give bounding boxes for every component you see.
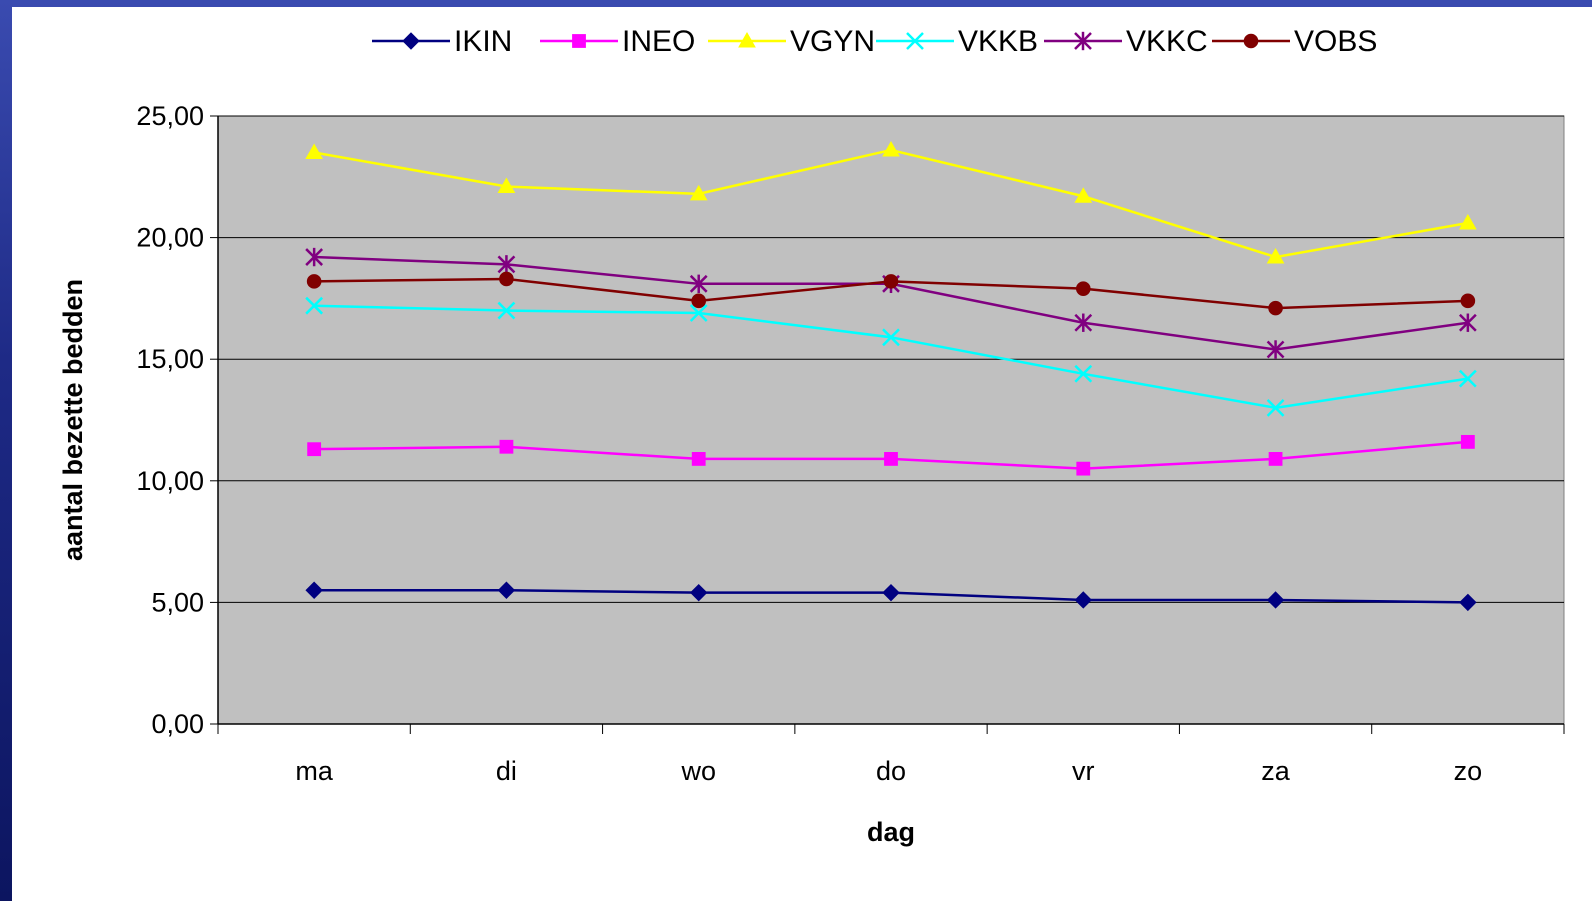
legend-item-ineo: INEO <box>540 25 695 58</box>
line-chart: 0,00 5,00 10,00 15,00 20,00 25,00 ma di wo do vr z… <box>58 25 1565 847</box>
legend-item-vkkb: VKKB <box>876 25 1038 58</box>
x-tick-label: ma <box>295 756 333 786</box>
axes <box>210 115 1565 734</box>
data-point <box>1460 434 1475 449</box>
data-point <box>1458 369 1477 388</box>
y-tick-label: 5,00 <box>151 587 204 617</box>
gridlines <box>218 115 1564 603</box>
data-point <box>499 439 514 454</box>
x-tick-label: di <box>496 756 517 786</box>
series-ikin <box>305 581 1477 612</box>
legend-label: VKKC <box>1126 25 1208 58</box>
data-point <box>572 34 586 48</box>
data-point <box>497 581 516 599</box>
data-point <box>305 296 324 315</box>
data-point <box>497 255 516 274</box>
data-point <box>497 301 516 320</box>
data-point <box>306 274 322 289</box>
data-point <box>1266 398 1285 417</box>
data-point <box>497 177 516 194</box>
x-tick-label: wo <box>680 756 716 786</box>
legend-label: VKKB <box>958 25 1038 58</box>
data-point <box>689 274 708 294</box>
legend-label: IKIN <box>454 25 512 58</box>
legend-item-vobs: VOBS <box>1212 25 1377 58</box>
data-point <box>1268 300 1283 316</box>
y-tick-label: 0,00 <box>151 709 204 739</box>
legend-label: VOBS <box>1294 25 1377 58</box>
data-point <box>499 271 514 287</box>
data-point <box>882 583 900 602</box>
data-point <box>690 583 708 602</box>
data-point <box>1074 187 1093 203</box>
data-point <box>1268 452 1283 466</box>
x-tick-label: vr <box>1072 756 1095 786</box>
series-vobs <box>306 271 1476 316</box>
data-point <box>402 32 420 50</box>
series-vgyn <box>305 141 1477 264</box>
data-point <box>1266 248 1285 264</box>
x-tick-label: do <box>876 756 906 786</box>
series-vkkb <box>305 296 1477 417</box>
y-axis-title: aantal bezette bedden <box>58 279 88 561</box>
y-tick-label: 20,00 <box>136 223 204 253</box>
slide-canvas: 0,00 5,00 10,00 15,00 20,00 25,00 ma di wo do vr z… <box>12 7 1592 901</box>
data-point <box>305 581 323 599</box>
data-point <box>1266 591 1285 609</box>
data-point <box>1074 31 1092 51</box>
data-point <box>689 304 708 322</box>
data-point <box>1243 33 1259 49</box>
legend-label: VGYN <box>790 25 875 58</box>
data-point <box>1075 281 1091 296</box>
data-point <box>1074 364 1093 383</box>
data-point <box>882 141 900 157</box>
data-point <box>1076 461 1091 476</box>
data-point <box>1458 214 1477 230</box>
data-point <box>1460 293 1476 309</box>
legend-item-ikin: IKIN <box>372 25 512 58</box>
legend: IKIN INEO VGYN VKKB VKKC VOBS <box>372 25 1377 58</box>
y-tick-labels: 0,00 5,00 10,00 15,00 20,00 25,00 <box>136 101 204 739</box>
x-tick-labels: ma di wo do vr za zo <box>295 756 1482 786</box>
data-point <box>307 442 322 457</box>
data-point <box>884 452 898 466</box>
data-point <box>305 247 324 267</box>
plot-area <box>217 115 1565 725</box>
data-point <box>1074 313 1093 332</box>
data-point <box>305 143 324 159</box>
data-point <box>1074 591 1092 609</box>
data-point <box>906 32 924 50</box>
data-point <box>738 31 756 48</box>
data-point <box>691 452 706 466</box>
data-point <box>882 328 900 347</box>
series-group <box>305 141 1477 612</box>
data-point <box>691 293 707 309</box>
legend-item-vgyn: VGYN <box>708 25 875 58</box>
data-point <box>1459 593 1477 612</box>
data-point <box>689 184 708 201</box>
y-tick-label: 25,00 <box>136 101 204 131</box>
legend-item-vkkc: VKKC <box>1044 25 1208 58</box>
y-tick-label: 10,00 <box>136 466 204 496</box>
x-tick-label: za <box>1261 756 1291 786</box>
x-axis-title: dag <box>867 817 915 847</box>
data-point <box>1266 340 1285 359</box>
data-point <box>883 274 899 289</box>
data-point <box>1458 313 1477 332</box>
x-tick-label: zo <box>1454 756 1483 786</box>
y-tick-label: 15,00 <box>136 344 204 374</box>
legend-label: INEO <box>622 25 695 58</box>
series-ineo <box>307 434 1475 476</box>
